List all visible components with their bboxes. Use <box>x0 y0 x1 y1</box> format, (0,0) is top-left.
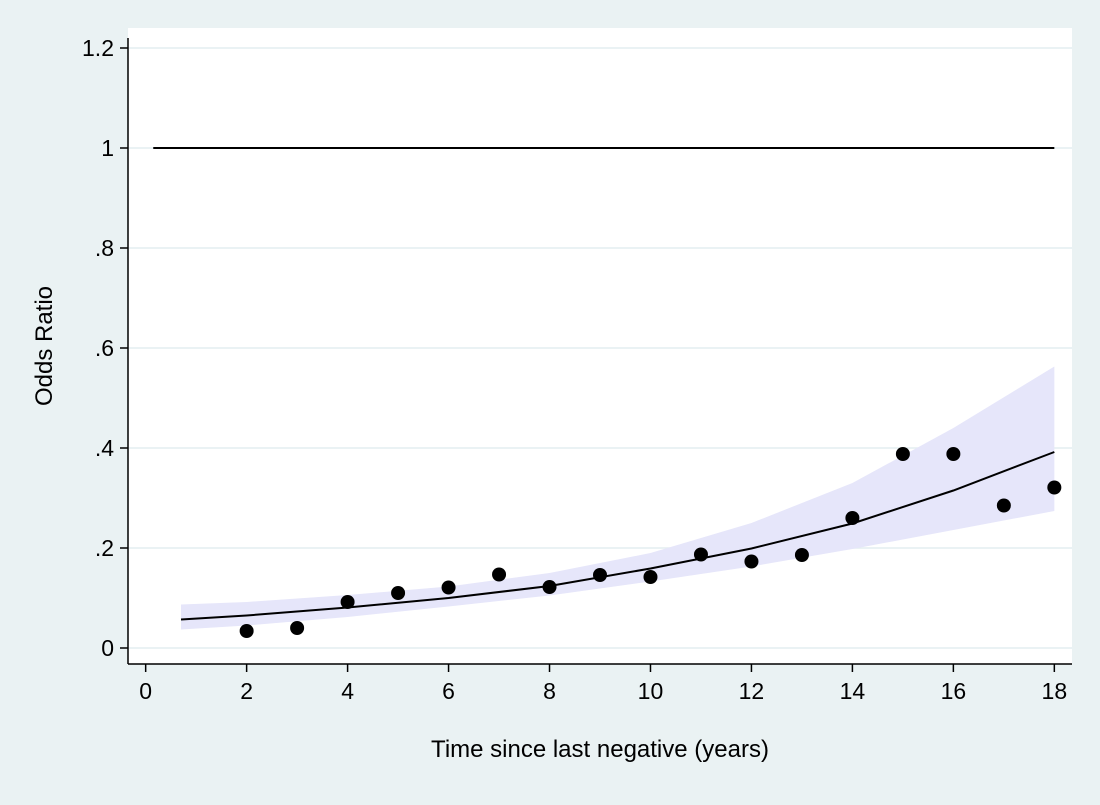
data-point <box>290 621 305 635</box>
x-tick-label: 0 <box>139 678 152 704</box>
axes: 0 .2 .4 .6 .8 1 1.2 0 2 4 6 8 10 12 14 16 18 <box>82 35 1072 704</box>
data-point <box>643 570 658 584</box>
data-point <box>794 548 809 562</box>
y-axis-title: Odds Ratio <box>31 286 58 406</box>
data-point <box>239 624 254 638</box>
confidence-band <box>181 366 1055 630</box>
data-point <box>693 547 708 562</box>
y-tick-label: 1.2 <box>82 35 114 61</box>
data-point <box>1047 480 1062 495</box>
x-tick-label: 8 <box>543 678 556 704</box>
x-tick-label: 4 <box>341 678 354 704</box>
data-point <box>340 595 355 609</box>
y-tick-label: .4 <box>95 435 114 461</box>
x-tick-label: 2 <box>240 678 253 704</box>
data-point <box>492 567 507 582</box>
data-points <box>239 447 1062 638</box>
data-point <box>391 586 406 600</box>
data-point <box>996 498 1011 513</box>
data-point <box>845 511 860 525</box>
y-tick-label: 1 <box>101 135 114 161</box>
confidence-band-area <box>181 366 1055 630</box>
x-tick-label: 18 <box>1042 678 1068 704</box>
y-tick-label: 0 <box>101 635 114 661</box>
x-axis-title: Time since last negative (years) <box>431 736 769 763</box>
data-point <box>441 580 456 595</box>
x-tick-label: 12 <box>739 678 765 704</box>
data-point <box>542 580 557 594</box>
data-point <box>744 554 759 569</box>
y-tick-label: .8 <box>95 235 114 261</box>
plot-area <box>128 28 1072 664</box>
x-tick-label: 16 <box>941 678 967 704</box>
data-point <box>895 447 910 461</box>
data-point <box>593 568 607 582</box>
x-tick-label: 14 <box>840 678 866 704</box>
y-tick-label: .2 <box>95 535 114 561</box>
data-point <box>946 447 961 461</box>
x-tick-label: 10 <box>638 678 664 704</box>
x-tick-label: 6 <box>442 678 455 704</box>
y-tick-label: .6 <box>95 335 114 361</box>
